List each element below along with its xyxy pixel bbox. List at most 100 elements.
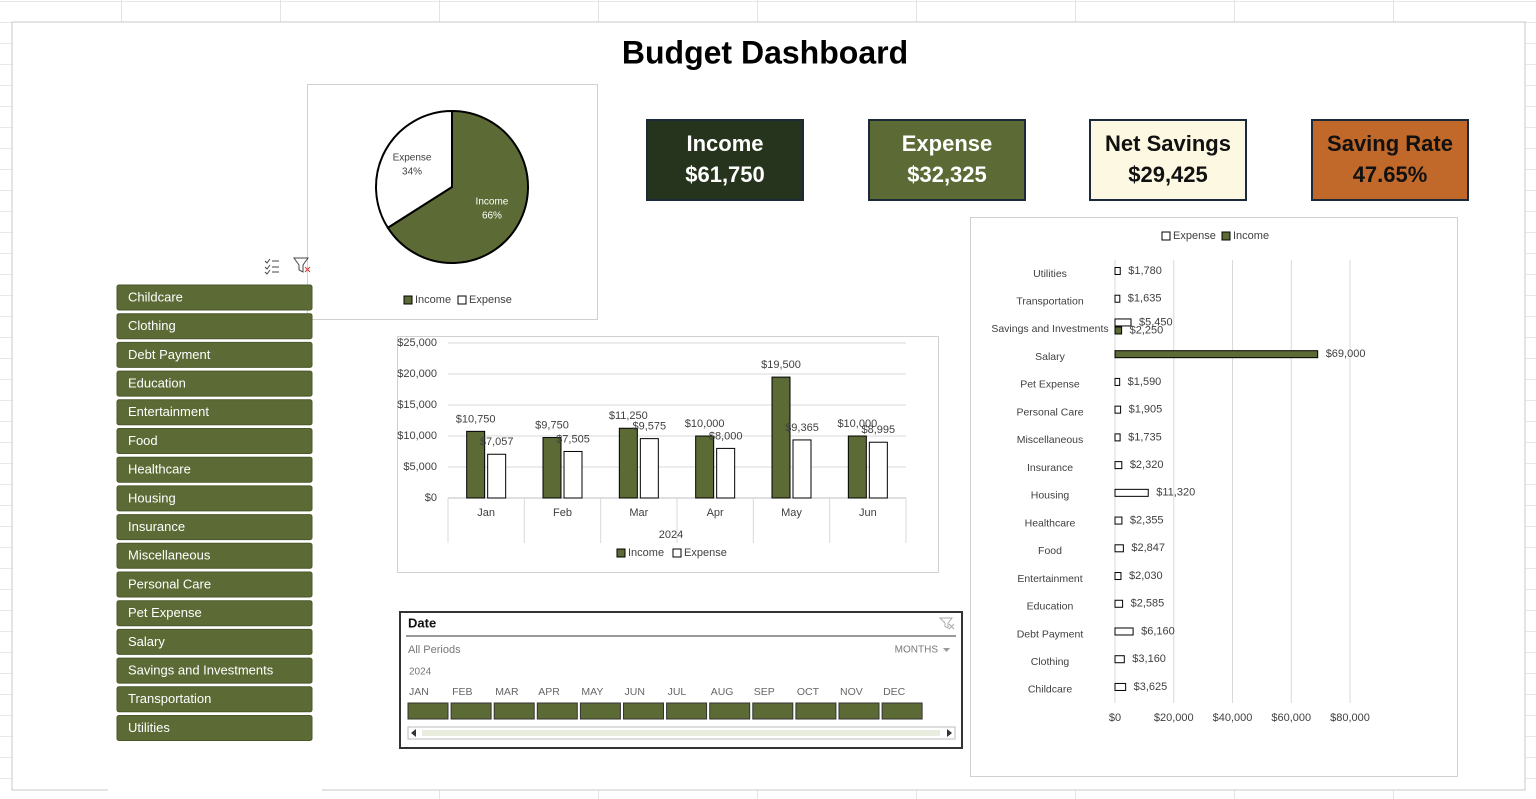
bar: [1114, 488, 1149, 497]
timeline-period[interactable]: [752, 702, 794, 720]
y-tick-label: Housing: [1031, 490, 1070, 502]
legend-swatch: [1221, 231, 1231, 241]
slicer-item[interactable]: [116, 485, 313, 512]
value-label: $3,625: [1134, 681, 1168, 693]
y-tick-label: Entertainment: [1017, 573, 1082, 585]
title: Budget Dashboard: [622, 34, 908, 70]
value-label: $8,995: [862, 424, 896, 436]
y-tick-label: Miscellaneous: [1017, 434, 1084, 446]
timeline-period[interactable]: [407, 702, 449, 720]
bar: [1114, 318, 1132, 327]
slicer-item[interactable]: [116, 571, 313, 598]
timeline-period[interactable]: [450, 702, 492, 720]
timeline-period[interactable]: [795, 702, 837, 720]
x-tick-label: Feb: [553, 507, 572, 519]
y-tick-label: Savings and Investments: [991, 323, 1108, 335]
bar: [868, 441, 888, 499]
value-label: $9,750: [535, 419, 569, 431]
bar: [563, 450, 583, 499]
y-tick-label: Insurance: [1027, 462, 1073, 474]
timeline-period[interactable]: [881, 702, 923, 720]
slicer-item-label: Housing: [128, 490, 176, 505]
bar: [1114, 350, 1319, 359]
y-tick-label: Pet Expense: [1020, 379, 1080, 391]
legend-swatch: [403, 295, 413, 305]
slicer-item-label: Utilities: [128, 720, 170, 735]
multi-select-icon[interactable]: [264, 258, 279, 275]
slicer-item[interactable]: [116, 628, 313, 655]
legend-label: Income: [628, 547, 664, 559]
timeline-period[interactable]: [493, 702, 535, 720]
timeline-period[interactable]: [838, 702, 880, 720]
slicer-item[interactable]: [116, 715, 313, 741]
kpi-value: $29,425: [1128, 162, 1208, 187]
scroll-right[interactable]: [947, 729, 952, 737]
slicer-item-label: Food: [128, 433, 158, 448]
kpi-value: $61,750: [685, 162, 765, 187]
timeline-period[interactable]: [666, 702, 708, 720]
timeline-month: DEC: [883, 686, 906, 698]
timeline-level[interactable]: MONTHS: [895, 645, 939, 656]
kpi-value: $32,325: [907, 162, 987, 187]
legend-swatch: [1161, 231, 1171, 241]
slicer-item[interactable]: [116, 370, 313, 397]
dropdown-arrow[interactable]: [943, 648, 950, 652]
bar: [1114, 516, 1123, 525]
value-label: $2,585: [1131, 598, 1165, 610]
slicer-item-label: Miscellaneous: [128, 548, 211, 563]
slicer-item[interactable]: [116, 313, 313, 340]
y-tick-label: Education: [1027, 601, 1074, 613]
scroll-thumb[interactable]: [422, 730, 940, 736]
slicer-item[interactable]: [116, 284, 313, 311]
bar: [1114, 405, 1122, 414]
slicer-item-label: Childcare: [128, 289, 183, 304]
value-label: $1,735: [1128, 431, 1162, 443]
y-tick-label: $20,000: [397, 368, 437, 380]
kpi-value: 47.65%: [1353, 162, 1428, 187]
value-label: $69,000: [1326, 348, 1366, 360]
timeline-month: AUG: [711, 686, 734, 698]
slicer-item[interactable]: [116, 514, 313, 541]
timeline-period[interactable]: [709, 702, 751, 720]
x-tick-label: $60,000: [1271, 712, 1311, 724]
slicer-item[interactable]: [116, 542, 313, 569]
kpi-card: [1089, 119, 1247, 201]
value-label: $6,160: [1141, 625, 1175, 637]
value-label: $10,000: [685, 418, 725, 430]
timeline-period[interactable]: [536, 702, 578, 720]
icon-stroke: [293, 257, 309, 273]
y-tick-label: Salary: [1035, 351, 1066, 363]
timeline-month: MAR: [495, 686, 519, 698]
slicer-item[interactable]: [116, 399, 313, 426]
slicer-item[interactable]: [116, 657, 313, 684]
value-label: $9,365: [785, 422, 819, 434]
x-tick-label: Apr: [707, 507, 724, 519]
slicer-item[interactable]: [116, 428, 313, 454]
bar-chart-frame: [970, 217, 1458, 777]
legend-label: Income: [415, 294, 451, 306]
value-label: $8,000: [709, 430, 743, 442]
kpi-label: Net Savings: [1105, 131, 1231, 156]
timeline-period[interactable]: [579, 702, 621, 720]
y-tick-label: $15,000: [397, 399, 437, 411]
legend-swatch: [616, 548, 626, 558]
timeline-month: NOV: [840, 686, 863, 698]
timeline-period[interactable]: [623, 702, 664, 720]
value-label: $2,847: [1131, 542, 1165, 554]
timeline-clear-icon[interactable]: [938, 617, 955, 630]
scroll-left[interactable]: [411, 729, 416, 737]
slicer-item-label: Entertainment: [128, 404, 209, 419]
slicer-item[interactable]: [116, 341, 313, 368]
slicer-item[interactable]: [116, 456, 313, 483]
y-tick-label: Transportation: [1016, 296, 1083, 308]
slicer-item[interactable]: [116, 600, 313, 627]
y-tick-label: Healthcare: [1025, 517, 1076, 529]
timeline-month: SEP: [754, 686, 775, 698]
x-tick-label: Mar: [629, 507, 648, 519]
slicer-item[interactable]: [116, 686, 313, 713]
slicer-item-label: Savings and Investments: [128, 663, 274, 678]
y-tick-label: $5,000: [403, 461, 437, 473]
clear-filter-icon[interactable]: [293, 257, 311, 273]
bar: [1114, 326, 1123, 335]
